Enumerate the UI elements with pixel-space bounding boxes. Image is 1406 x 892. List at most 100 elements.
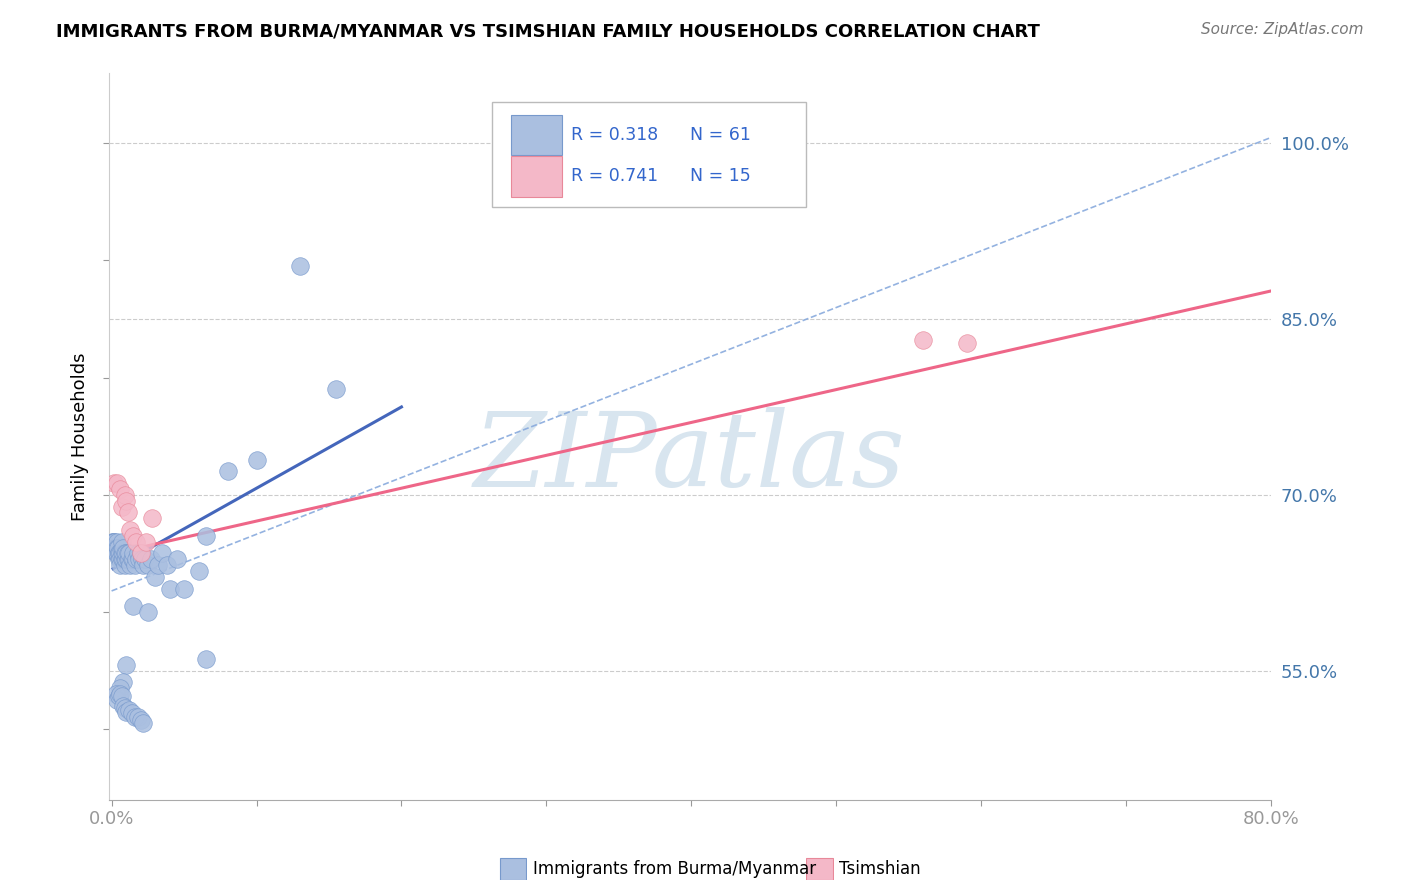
Point (103, 534, 125, 549)
Point (118, 546, 141, 560)
Point (114, 558, 136, 573)
Point (111, 541, 134, 555)
Text: ZIPatlas: ZIPatlas (474, 408, 905, 508)
Point (120, 558, 142, 573)
Y-axis label: Family Households: Family Households (72, 352, 89, 521)
Point (111, 534, 134, 549)
Point (136, 605, 159, 619)
Text: N = 15: N = 15 (690, 168, 751, 186)
Point (105, 476, 128, 491)
Point (288, 260, 311, 274)
Point (122, 599, 145, 614)
Point (136, 558, 159, 573)
Text: Tsimshian: Tsimshian (839, 860, 921, 878)
Text: N = 61: N = 61 (690, 126, 751, 145)
Point (118, 703, 141, 717)
Text: Immigrants from Burma/Myanmar: Immigrants from Burma/Myanmar (533, 860, 815, 878)
Point (245, 452, 267, 467)
Point (117, 552, 139, 566)
Point (141, 511, 163, 525)
Point (110, 482, 132, 496)
Point (125, 552, 148, 566)
Point (114, 546, 136, 560)
Point (108, 552, 131, 566)
Point (187, 564, 209, 578)
Point (112, 675, 135, 690)
Point (129, 546, 152, 560)
FancyBboxPatch shape (510, 156, 562, 196)
Point (912, 333, 935, 347)
FancyBboxPatch shape (492, 102, 806, 208)
Point (129, 713, 152, 727)
Point (103, 476, 125, 491)
Point (115, 493, 138, 508)
Point (104, 541, 127, 555)
Point (132, 716, 155, 731)
Point (105, 693, 128, 707)
Point (112, 698, 135, 713)
Point (156, 558, 179, 573)
Point (110, 546, 132, 560)
Point (110, 681, 132, 696)
Point (122, 529, 145, 543)
Text: IMMIGRANTS FROM BURMA/MYANMAR VS TSIMSHIAN FAMILY HOUSEHOLDS CORRELATION CHART: IMMIGRANTS FROM BURMA/MYANMAR VS TSIMSHI… (56, 22, 1040, 40)
Point (115, 546, 138, 560)
Point (127, 546, 149, 560)
Point (194, 529, 217, 543)
Point (146, 558, 169, 573)
Point (110, 687, 132, 701)
Point (150, 546, 173, 560)
Point (104, 687, 127, 701)
Point (111, 546, 134, 560)
Point (135, 534, 157, 549)
Text: Source: ZipAtlas.com: Source: ZipAtlas.com (1201, 22, 1364, 37)
Point (103, 541, 125, 555)
Point (110, 558, 132, 573)
Point (139, 552, 162, 566)
Point (134, 552, 156, 566)
Point (101, 534, 124, 549)
Point (121, 706, 143, 720)
FancyBboxPatch shape (501, 858, 526, 880)
Point (111, 690, 134, 704)
Point (112, 541, 135, 555)
Point (105, 546, 128, 560)
Point (107, 541, 129, 555)
Point (105, 541, 128, 555)
Point (125, 534, 148, 549)
Point (112, 546, 135, 560)
Point (103, 534, 125, 549)
Point (127, 710, 149, 724)
Point (132, 558, 155, 573)
Point (114, 488, 136, 502)
Point (104, 546, 127, 560)
Point (166, 552, 188, 566)
Point (194, 652, 217, 666)
Point (173, 582, 195, 596)
Point (143, 570, 166, 584)
Point (108, 546, 131, 560)
Point (120, 523, 142, 537)
Point (110, 552, 132, 566)
Point (114, 701, 136, 715)
Point (101, 534, 124, 549)
Point (117, 546, 139, 560)
Point (104, 541, 127, 555)
Point (115, 705, 138, 719)
Point (114, 552, 136, 566)
Point (956, 335, 979, 350)
Point (122, 552, 145, 566)
Point (159, 582, 181, 596)
Point (128, 552, 150, 566)
FancyBboxPatch shape (510, 115, 562, 155)
Point (124, 558, 146, 573)
Point (131, 552, 153, 566)
Point (121, 552, 143, 566)
Point (118, 552, 141, 566)
Point (117, 505, 139, 519)
Point (217, 464, 239, 478)
Point (122, 546, 145, 560)
Point (108, 546, 131, 560)
Point (108, 690, 131, 704)
Point (112, 552, 135, 566)
